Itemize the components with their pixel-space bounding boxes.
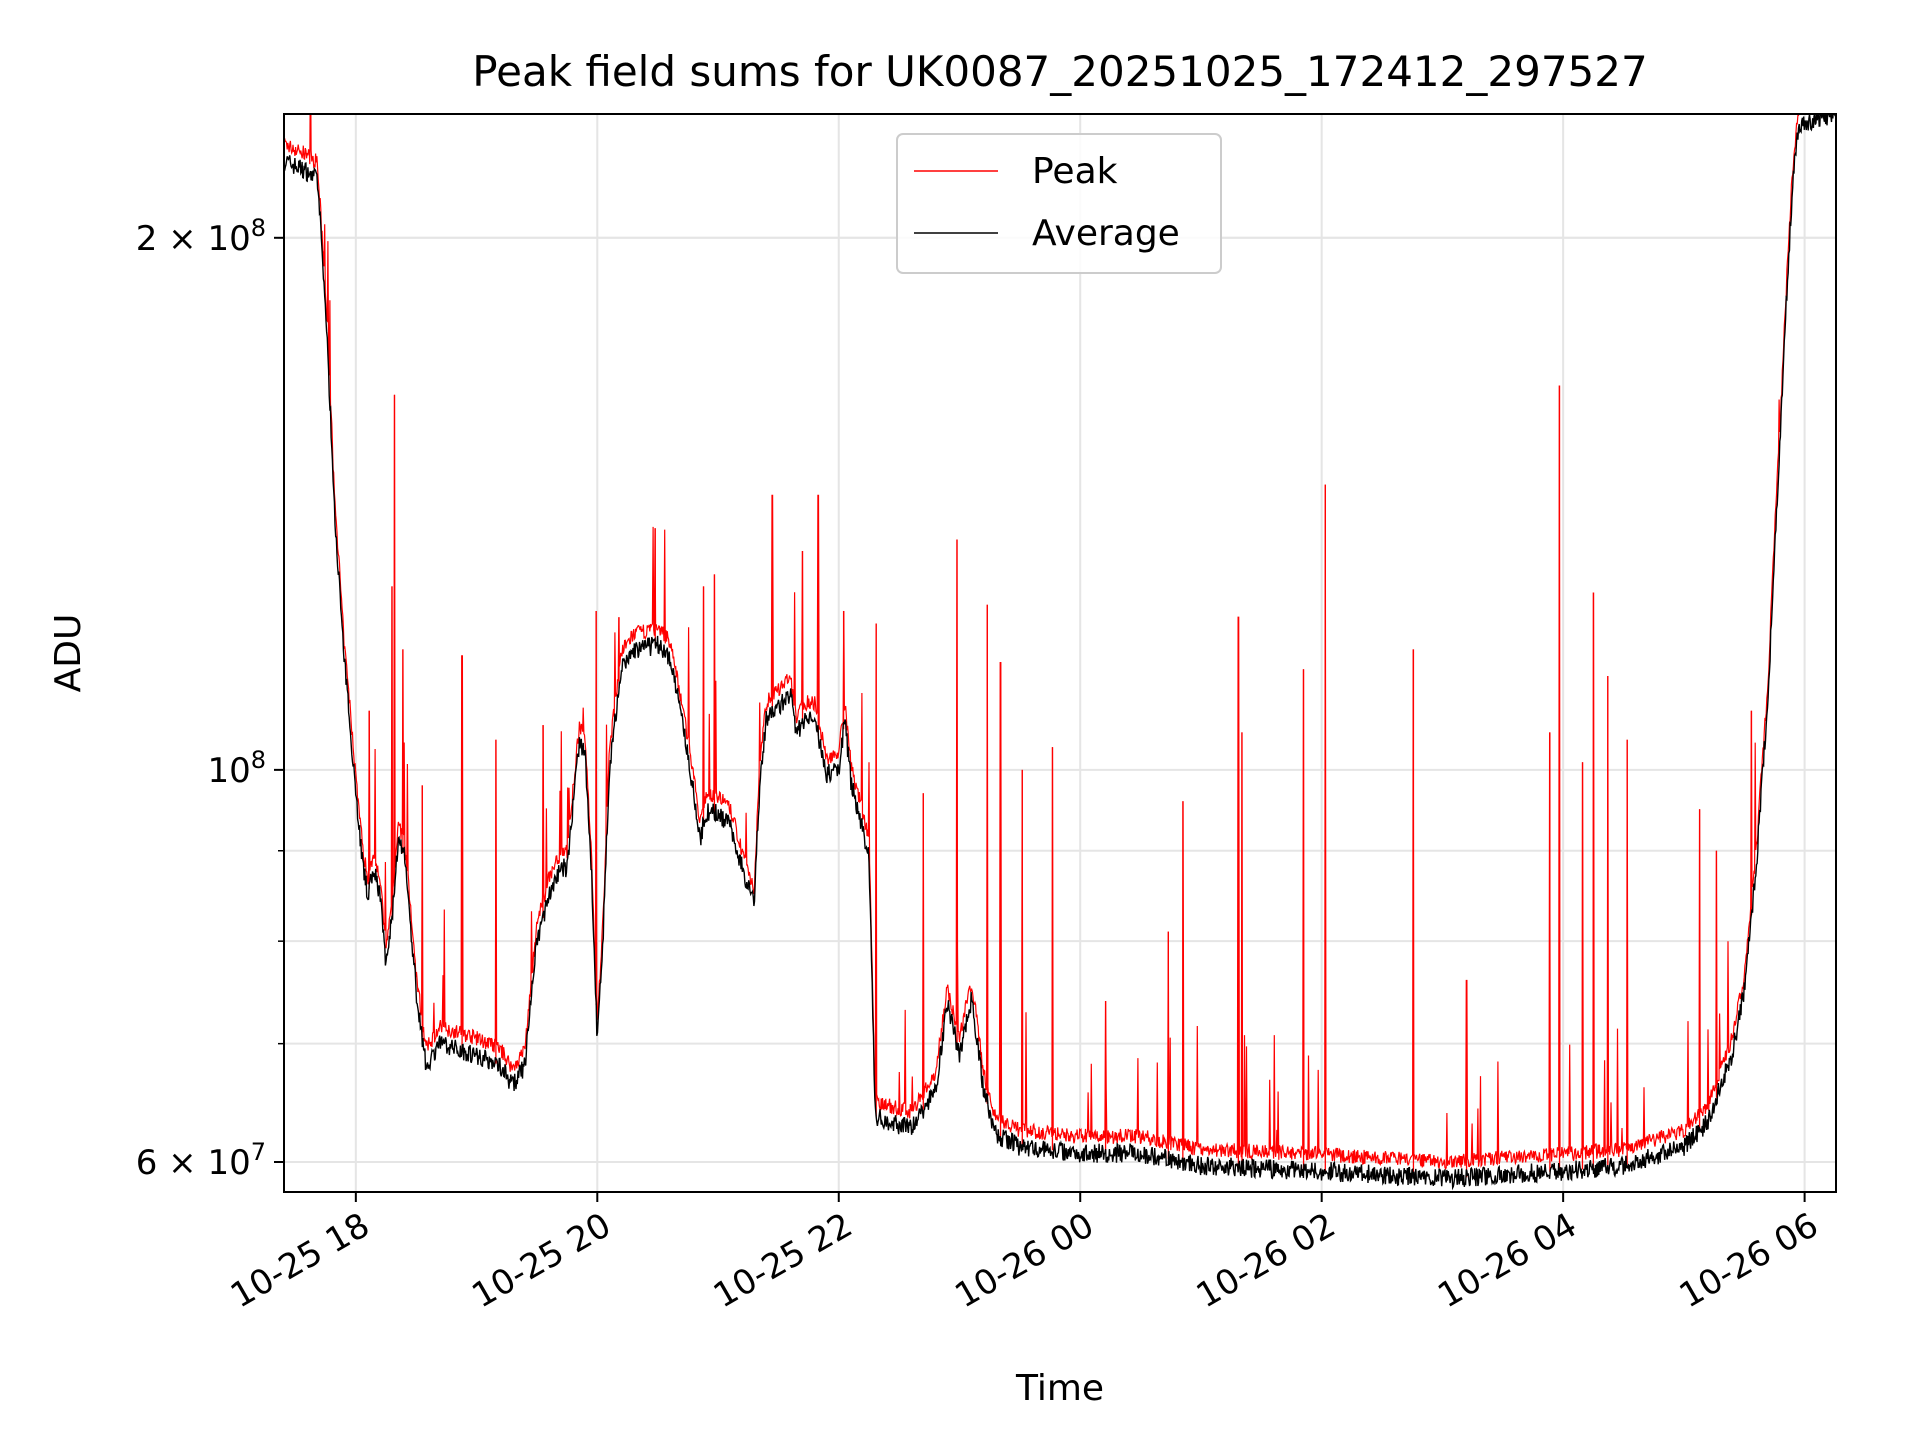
x-tick-label: 10-25 22 xyxy=(707,1205,859,1316)
y-axis-label: ADU xyxy=(48,614,89,693)
y-tick-label: 108 xyxy=(207,746,266,791)
axes-frame xyxy=(283,113,1837,1193)
x-tick-label: 10-25 20 xyxy=(465,1205,617,1316)
x-axis-label: Time xyxy=(1015,1368,1104,1409)
y-tick-label: 6 × 107 xyxy=(136,1138,266,1183)
plot-lines xyxy=(284,114,1836,1191)
x-tick-label: 10-26 04 xyxy=(1431,1205,1583,1316)
legend-label-average: Average xyxy=(1032,213,1180,254)
x-tick-label: 10-26 06 xyxy=(1673,1205,1825,1316)
legend: Peak Average xyxy=(896,133,1222,274)
grid xyxy=(284,114,1836,1192)
series-average-line xyxy=(284,114,1836,1191)
x-tick-label: 10-25 18 xyxy=(224,1205,376,1316)
series-peak-line xyxy=(284,114,1800,1170)
chart-title: Peak field sums for UK0087_20251025_1724… xyxy=(472,47,1647,96)
legend-box xyxy=(896,133,1222,274)
y-tick-label: 2 × 108 xyxy=(136,214,266,259)
legend-label-peak: Peak xyxy=(1032,151,1118,192)
x-tick-label: 10-26 02 xyxy=(1190,1205,1342,1316)
x-tick-label: 10-26 00 xyxy=(948,1205,1100,1316)
